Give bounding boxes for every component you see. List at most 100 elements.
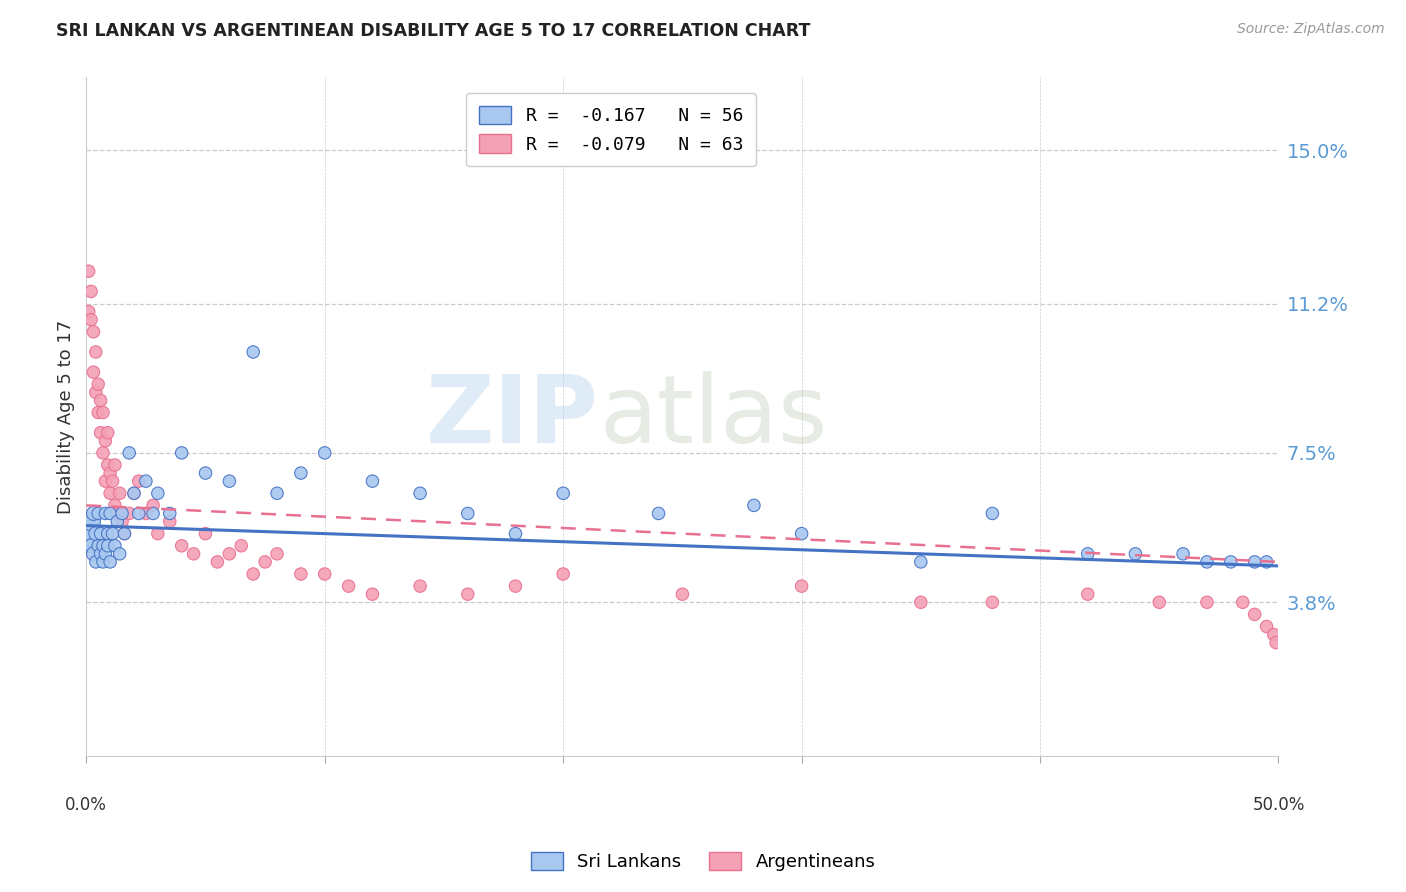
Point: [218, 474, 240, 488]
Point: [553, 486, 575, 500]
Point: [82, 325, 104, 339]
Point: [82, 547, 104, 561]
Point: [98, 507, 121, 521]
Point: [146, 486, 169, 500]
Point: [1077, 547, 1099, 561]
Point: [505, 526, 527, 541]
Point: [742, 499, 765, 513]
Point: [98, 555, 121, 569]
Point: [159, 515, 181, 529]
Point: [361, 474, 384, 488]
Point: [87, 507, 110, 521]
Text: 50.0%: 50.0%: [1253, 796, 1305, 814]
Point: [207, 555, 229, 569]
Point: [290, 567, 312, 582]
Point: [231, 539, 253, 553]
Point: [84, 555, 107, 569]
Point: [409, 486, 432, 500]
Point: [242, 567, 264, 582]
Point: [84, 345, 107, 359]
Point: [114, 526, 136, 541]
Point: [266, 547, 288, 561]
Point: [94, 507, 117, 521]
Point: [254, 555, 277, 569]
Point: [104, 499, 127, 513]
Point: [111, 515, 134, 529]
Point: [111, 507, 134, 521]
Point: [142, 507, 165, 521]
Point: [98, 466, 121, 480]
Point: [1243, 607, 1265, 622]
Point: [314, 446, 336, 460]
Point: [82, 507, 104, 521]
Point: [218, 547, 240, 561]
Point: [98, 486, 121, 500]
Point: [1195, 555, 1218, 569]
Point: [647, 507, 669, 521]
Point: [77, 526, 100, 541]
Point: [1263, 627, 1285, 641]
Point: [80, 285, 103, 299]
Point: [1171, 547, 1194, 561]
Point: [97, 458, 120, 472]
Point: [87, 539, 110, 553]
Point: [146, 526, 169, 541]
Point: [101, 474, 124, 488]
Point: [80, 515, 103, 529]
Point: [981, 507, 1004, 521]
Point: [97, 526, 120, 541]
Point: [1219, 555, 1241, 569]
Point: [1125, 547, 1147, 561]
Point: [159, 507, 181, 521]
Point: [194, 466, 217, 480]
Point: [94, 434, 117, 448]
Point: [981, 595, 1004, 609]
Point: [505, 579, 527, 593]
Point: [87, 377, 110, 392]
Point: [108, 547, 131, 561]
Point: [91, 405, 114, 419]
Point: [1232, 595, 1254, 609]
Point: [1077, 587, 1099, 601]
Legend: Sri Lankans, Argentineans: Sri Lankans, Argentineans: [523, 846, 883, 879]
Point: [84, 526, 107, 541]
Point: [90, 393, 112, 408]
Point: [82, 365, 104, 379]
Point: [104, 539, 127, 553]
Point: [91, 555, 114, 569]
Point: [1265, 635, 1288, 649]
Point: [97, 425, 120, 440]
Text: Source: ZipAtlas.com: Source: ZipAtlas.com: [1237, 22, 1385, 37]
Text: atlas: atlas: [599, 370, 827, 463]
Point: [361, 587, 384, 601]
Point: [290, 466, 312, 480]
Point: [94, 474, 117, 488]
Point: [910, 595, 932, 609]
Point: [671, 587, 693, 601]
Point: [457, 587, 479, 601]
Point: [266, 486, 288, 500]
Point: [790, 579, 813, 593]
Text: 0.0%: 0.0%: [65, 796, 107, 814]
Point: [104, 458, 127, 472]
Legend: R =  -0.167   N = 56, R =  -0.079   N = 63: R = -0.167 N = 56, R = -0.079 N = 63: [465, 94, 755, 166]
Point: [242, 345, 264, 359]
Point: [194, 526, 217, 541]
Point: [337, 579, 360, 593]
Point: [90, 547, 112, 561]
Point: [114, 526, 136, 541]
Point: [1195, 595, 1218, 609]
Point: [91, 539, 114, 553]
Point: [128, 507, 150, 521]
Point: [1243, 555, 1265, 569]
Point: [1149, 595, 1171, 609]
Point: [87, 405, 110, 419]
Point: [108, 486, 131, 500]
Point: [142, 499, 165, 513]
Point: [77, 304, 100, 318]
Point: [90, 526, 112, 541]
Point: [314, 567, 336, 582]
Point: [790, 526, 813, 541]
Point: [122, 486, 145, 500]
Point: [84, 385, 107, 400]
